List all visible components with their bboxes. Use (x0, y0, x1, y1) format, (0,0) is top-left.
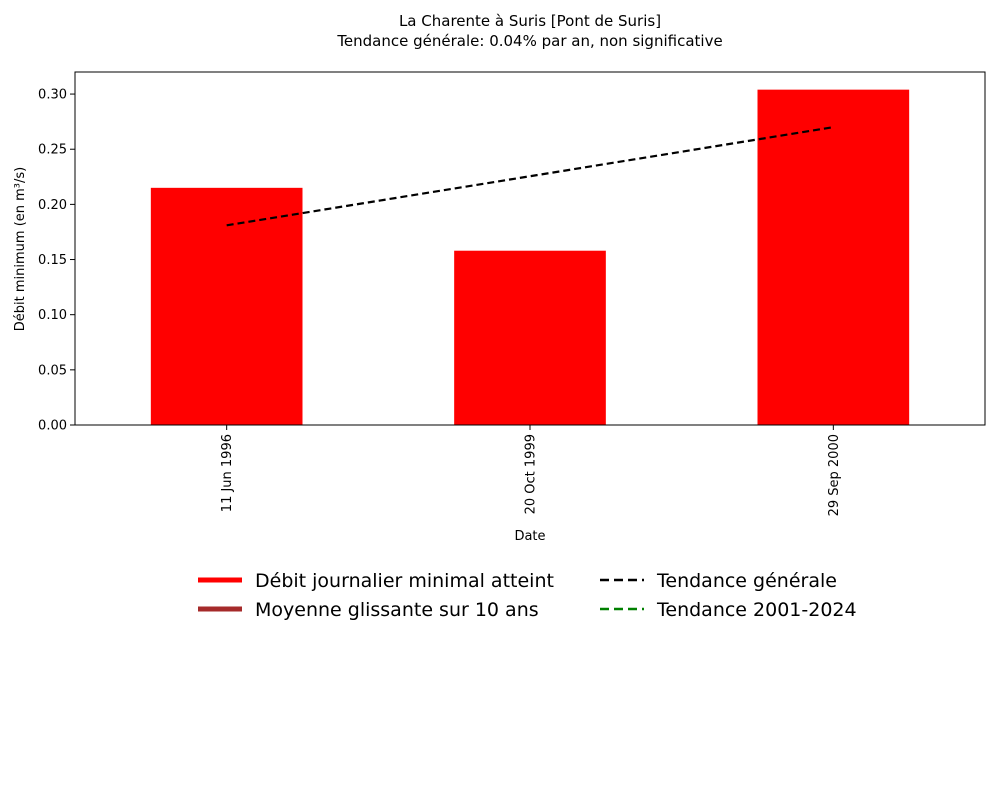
trend-layer (226, 126, 834, 227)
bar-1 (454, 250, 606, 425)
y-tick-label-4: 0.20 (38, 198, 67, 213)
x-axis-label: Date (514, 529, 545, 544)
y-axis-label: Débit minimum (en m³/s) (13, 167, 28, 331)
y-tick-label-0: 0.00 (38, 419, 67, 434)
chart-title: La Charente à Suris [Pont de Suris] (399, 12, 661, 30)
chart-subtitle: Tendance générale: 0.04% par an, non sig… (336, 32, 722, 50)
bar-2 (757, 89, 910, 426)
y-tick-label-6: 0.30 (38, 88, 67, 103)
x-tick-label-1: 20 Oct 1999 (524, 434, 539, 514)
y-tick-label-5: 0.25 (38, 143, 67, 158)
bars-layer (150, 89, 910, 426)
legend: Débit journalier minimal atteint Moyenne … (198, 570, 857, 621)
legend-label-0: Débit journalier minimal atteint (255, 570, 554, 592)
x-tick-label-0: 11 Jun 1996 (220, 434, 235, 512)
legend-label-3: Tendance 2001-2024 (656, 599, 857, 621)
trend-line (226, 126, 834, 227)
legend-label-1: Moyenne glissante sur 10 ans (255, 599, 539, 621)
y-tick-label-1: 0.05 (38, 363, 67, 378)
y-axis: 0.00 0.05 0.10 0.15 0.20 0.25 0.30 (38, 88, 75, 434)
bar-0 (150, 187, 303, 425)
legend-label-2: Tendance générale (656, 570, 837, 592)
x-axis: 11 Jun 1996 20 Oct 1999 29 Sep 2000 (220, 425, 842, 516)
y-tick-label-2: 0.10 (38, 308, 67, 323)
y-tick-label-3: 0.15 (38, 253, 67, 268)
x-tick-label-2: 29 Sep 2000 (827, 434, 842, 516)
